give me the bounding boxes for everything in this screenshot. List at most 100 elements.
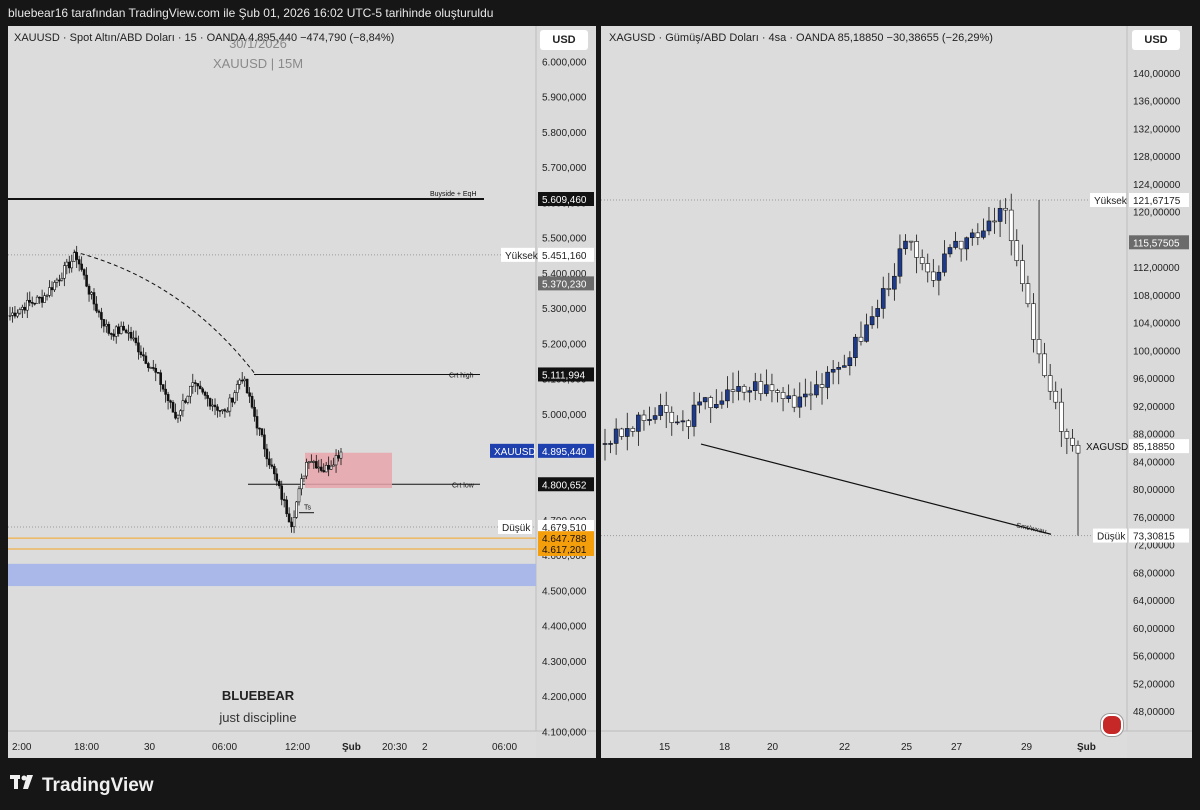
candle-body (319, 466, 323, 471)
candle-body (218, 410, 222, 412)
candle-body (114, 326, 118, 337)
candle-body (255, 416, 259, 429)
price-tick-label: 56,00000 (1133, 652, 1175, 663)
price-tick-label: 5.000,000 (542, 410, 587, 421)
candle-body (238, 379, 242, 385)
candle-body (28, 299, 32, 303)
candle-body (287, 513, 291, 523)
xauusd-symbol-line[interactable]: XAUUSD · Spot Altın/ABD Doları · 15 · OA… (14, 32, 395, 44)
candle-body (263, 434, 266, 450)
time-tick-label: 2:00 (12, 742, 32, 753)
currency-button[interactable]: USD (540, 30, 588, 50)
time-tick-label: 29 (1021, 742, 1033, 753)
candle-body (48, 287, 51, 296)
smt-label: Smt/wxau (1016, 522, 1048, 535)
candle-body (231, 397, 234, 403)
last-close-tag-bg (538, 276, 594, 291)
candle-body (33, 302, 37, 305)
price-axis (536, 26, 596, 758)
candle-body (619, 428, 624, 437)
candle-body (53, 282, 56, 291)
candle-body (258, 427, 261, 430)
candle-body (925, 263, 931, 273)
candle-body (808, 393, 814, 396)
candle-body (156, 372, 160, 374)
candle-body (129, 331, 133, 339)
candle-body (13, 312, 17, 317)
last-close-tag-bg (1129, 235, 1189, 250)
time-tick-label: 25 (901, 742, 913, 753)
candle-body (97, 310, 101, 313)
candle-body (986, 220, 992, 232)
candle-body (741, 386, 747, 393)
candle-body (819, 384, 825, 388)
candle-body (686, 420, 691, 427)
candle-body (317, 466, 321, 469)
candle-body (680, 420, 686, 423)
candle-body (109, 333, 113, 335)
price-tick-label: 76,00000 (1133, 513, 1175, 524)
candle-body (67, 261, 71, 269)
candle-body (769, 384, 775, 391)
xauusd-chart-panel[interactable]: Buyside + EqH Crt high Crt low Ts 6.000,000 5… (8, 26, 596, 758)
candle-body (72, 252, 76, 262)
price-tick-label: 72,00000 (1133, 541, 1175, 552)
candle-body (841, 365, 847, 368)
candle-body (981, 230, 986, 238)
us-flag-icon[interactable] (1101, 714, 1123, 736)
orange-price-tag-1-bg (538, 531, 594, 546)
candle-body (886, 288, 892, 290)
candle-body (310, 461, 313, 463)
candle-body (295, 501, 298, 518)
candle-body (87, 285, 91, 295)
brand-subtitle: just discipline (219, 710, 297, 725)
candle-body (16, 312, 19, 317)
price-tick-label: 92,00000 (1133, 402, 1175, 413)
candle-body (191, 382, 195, 387)
price-tick-label: 136,00000 (1133, 97, 1181, 108)
candle-body (675, 421, 680, 424)
tradingview-mark-icon (10, 774, 36, 798)
candle-body (797, 396, 803, 408)
candle-body (85, 274, 88, 287)
candle-body (235, 384, 239, 393)
candle-body (803, 393, 808, 398)
candle-body (786, 395, 791, 400)
xagusd-chart-panel[interactable]: Smt/wxau 140,00000 136,00000 132,00000 128,0… (601, 26, 1192, 758)
candle-body (641, 414, 647, 421)
candle-body (70, 260, 74, 269)
ts-label: Ts (304, 505, 312, 512)
candle-body (112, 333, 116, 337)
candle-body (151, 367, 155, 369)
candle-body (159, 372, 162, 385)
candle-body (43, 295, 46, 303)
candle-body (636, 414, 641, 432)
candle-body (936, 271, 942, 281)
xagusd-symbol-line[interactable]: XAGUSD · Gümüş/ABD Doları · 4sa · OANDA … (609, 32, 993, 44)
candle-body (90, 292, 93, 295)
symbol-tag-bg (490, 443, 534, 458)
xauusd-chart-canvas[interactable]: Buyside + EqH Crt high Crt low Ts 6.000,000 5… (8, 26, 596, 758)
candle-body (273, 466, 276, 475)
candle-body (975, 232, 981, 238)
current-price-tag-bg (1129, 439, 1189, 454)
candle-body (290, 521, 293, 528)
tradingview-logo[interactable]: TradingView (10, 774, 154, 798)
candle-body (122, 325, 125, 331)
currency-button[interactable]: USD (1132, 30, 1180, 50)
candle-body (221, 409, 224, 411)
low-price-tag: 4.679,510 (542, 523, 587, 534)
candle-body (144, 355, 148, 364)
time-tick-label: 18:00 (74, 742, 99, 753)
xagusd-chart-canvas[interactable]: Smt/wxau 140,00000 136,00000 132,00000 128,0… (601, 26, 1192, 758)
brand-title: BLUEBEAR (221, 688, 295, 703)
candle-body (1070, 437, 1075, 446)
candle-body (100, 312, 103, 320)
candle-body (196, 383, 200, 387)
candle-body (206, 395, 209, 399)
candle-body (602, 443, 608, 445)
candle-body (814, 384, 819, 396)
candle-body (775, 390, 780, 393)
candle-body (8, 315, 12, 317)
candle-body (730, 389, 736, 392)
